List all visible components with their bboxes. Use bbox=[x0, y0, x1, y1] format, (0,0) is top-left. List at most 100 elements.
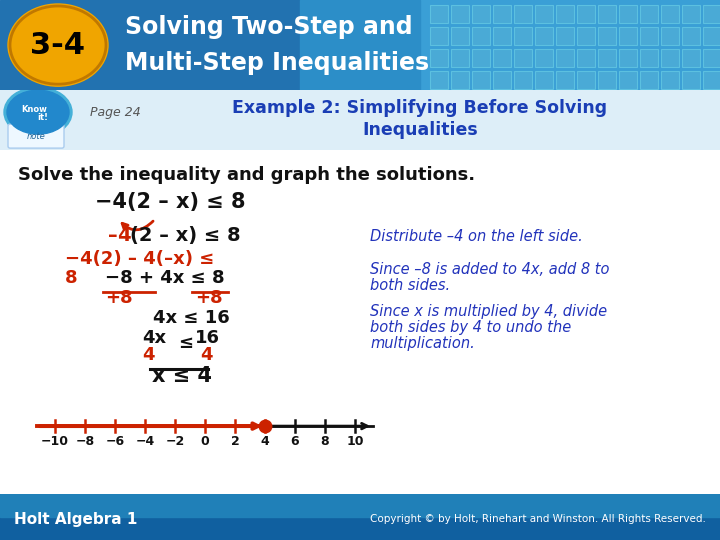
Text: both sides by 4 to undo the: both sides by 4 to undo the bbox=[370, 320, 571, 335]
Text: Solve the inequality and graph the solutions.: Solve the inequality and graph the solut… bbox=[18, 166, 475, 184]
Bar bbox=[577, 27, 595, 45]
Text: 8: 8 bbox=[320, 435, 329, 448]
Bar bbox=[514, 49, 532, 67]
Bar bbox=[430, 27, 448, 45]
Bar bbox=[535, 5, 553, 23]
Text: ≤: ≤ bbox=[178, 334, 193, 352]
Text: Example 2: Simplifying Before Solving: Example 2: Simplifying Before Solving bbox=[233, 99, 608, 117]
Bar bbox=[682, 49, 700, 67]
Bar bbox=[640, 27, 658, 45]
Bar bbox=[640, 49, 658, 67]
Text: x ≤ 4: x ≤ 4 bbox=[152, 366, 212, 386]
Bar bbox=[598, 5, 616, 23]
Bar bbox=[640, 5, 658, 23]
Text: +8: +8 bbox=[195, 289, 222, 307]
Text: +8: +8 bbox=[105, 289, 132, 307]
Bar bbox=[619, 5, 637, 23]
Text: Solving Two-Step and: Solving Two-Step and bbox=[125, 15, 413, 39]
Bar bbox=[661, 49, 679, 67]
Bar bbox=[514, 71, 532, 89]
Text: Know: Know bbox=[21, 105, 47, 113]
Bar bbox=[493, 5, 511, 23]
Bar bbox=[661, 71, 679, 89]
Bar bbox=[661, 27, 679, 45]
Bar bbox=[535, 49, 553, 67]
Bar bbox=[598, 49, 616, 67]
Bar bbox=[619, 71, 637, 89]
Bar bbox=[0, 494, 720, 517]
Text: 0: 0 bbox=[201, 435, 210, 448]
Text: −2: −2 bbox=[166, 435, 184, 448]
Bar bbox=[577, 71, 595, 89]
Bar bbox=[556, 49, 574, 67]
Text: 4x: 4x bbox=[142, 329, 166, 347]
Bar bbox=[451, 27, 469, 45]
Bar bbox=[430, 49, 448, 67]
Bar bbox=[493, 49, 511, 67]
Bar bbox=[472, 71, 490, 89]
Text: note: note bbox=[27, 132, 45, 140]
Text: −4(2 – x) ≤ 8: −4(2 – x) ≤ 8 bbox=[95, 192, 246, 212]
Text: 2: 2 bbox=[230, 435, 239, 448]
Bar bbox=[682, 27, 700, 45]
Bar bbox=[400, 0, 720, 90]
Ellipse shape bbox=[4, 87, 72, 137]
Bar bbox=[703, 5, 720, 23]
Text: Distribute –4 on the left side.: Distribute –4 on the left side. bbox=[370, 229, 582, 244]
Bar bbox=[577, 5, 595, 23]
Bar bbox=[619, 27, 637, 45]
Bar bbox=[577, 49, 595, 67]
Text: 10: 10 bbox=[346, 435, 364, 448]
Bar bbox=[430, 71, 448, 89]
Bar bbox=[619, 49, 637, 67]
Text: (2 – x) ≤ 8: (2 – x) ≤ 8 bbox=[130, 226, 240, 245]
Bar bbox=[451, 5, 469, 23]
Bar bbox=[493, 71, 511, 89]
Ellipse shape bbox=[8, 4, 108, 86]
Text: Holt Algebra 1: Holt Algebra 1 bbox=[14, 511, 138, 526]
Bar bbox=[451, 49, 469, 67]
Bar bbox=[703, 71, 720, 89]
Bar bbox=[472, 27, 490, 45]
FancyBboxPatch shape bbox=[8, 124, 64, 148]
Bar bbox=[300, 0, 420, 90]
Ellipse shape bbox=[7, 90, 69, 134]
Text: 4: 4 bbox=[142, 346, 155, 364]
Bar bbox=[514, 27, 532, 45]
Text: 4x ≤ 16: 4x ≤ 16 bbox=[153, 309, 230, 327]
Bar bbox=[493, 27, 511, 45]
Text: Multi-Step Inequalities: Multi-Step Inequalities bbox=[125, 51, 429, 75]
Text: −6: −6 bbox=[105, 435, 125, 448]
Bar bbox=[472, 5, 490, 23]
Text: Copyright © by Holt, Rinehart and Winston. All Rights Reserved.: Copyright © by Holt, Rinehart and Winsto… bbox=[370, 514, 706, 524]
Text: 3-4: 3-4 bbox=[30, 31, 86, 59]
Bar bbox=[703, 49, 720, 67]
Text: −10: −10 bbox=[41, 435, 69, 448]
Bar bbox=[598, 27, 616, 45]
Text: −4(2) – 4(–x) ≤: −4(2) – 4(–x) ≤ bbox=[65, 250, 215, 268]
Text: −8: −8 bbox=[76, 435, 94, 448]
Bar bbox=[556, 71, 574, 89]
Text: both sides.: both sides. bbox=[370, 278, 450, 293]
Bar bbox=[556, 5, 574, 23]
Bar bbox=[661, 5, 679, 23]
Bar bbox=[514, 5, 532, 23]
Bar bbox=[535, 71, 553, 89]
Text: multiplication.: multiplication. bbox=[370, 336, 474, 351]
Bar bbox=[535, 27, 553, 45]
Text: 4: 4 bbox=[200, 346, 212, 364]
Text: 4: 4 bbox=[117, 226, 130, 245]
Text: Since x is multiplied by 4, divide: Since x is multiplied by 4, divide bbox=[370, 304, 607, 319]
Text: 6: 6 bbox=[291, 435, 300, 448]
Bar bbox=[598, 71, 616, 89]
Text: −8 + 4x ≤ 8: −8 + 4x ≤ 8 bbox=[105, 269, 225, 287]
Bar bbox=[703, 27, 720, 45]
Bar bbox=[556, 27, 574, 45]
Text: Inequalities: Inequalities bbox=[362, 121, 478, 139]
Text: 4: 4 bbox=[261, 435, 269, 448]
Text: 16: 16 bbox=[195, 329, 220, 347]
Text: Page 24: Page 24 bbox=[90, 106, 140, 119]
Text: Since –8 is added to 4x, add 8 to: Since –8 is added to 4x, add 8 to bbox=[370, 262, 610, 277]
Bar bbox=[682, 5, 700, 23]
Bar bbox=[682, 71, 700, 89]
